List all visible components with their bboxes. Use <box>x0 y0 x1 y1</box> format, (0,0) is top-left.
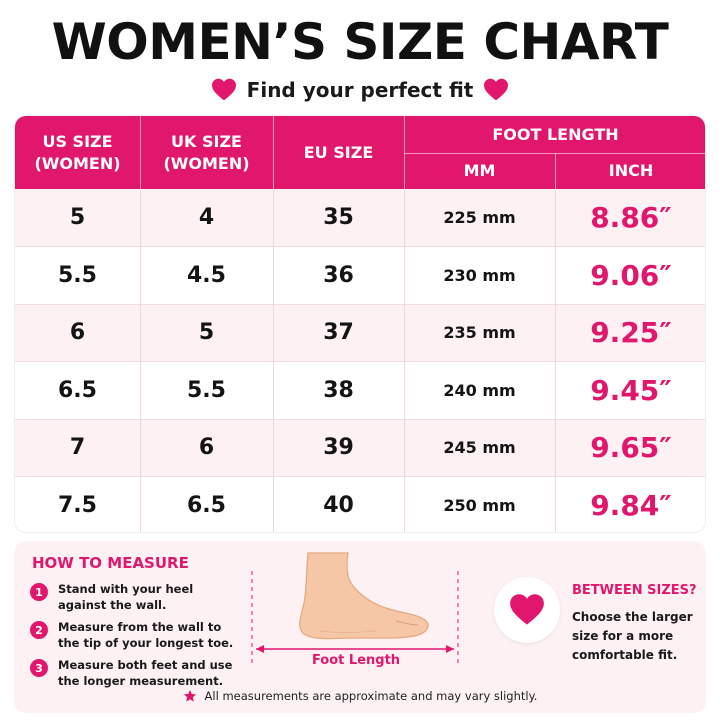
heart-icon <box>510 594 544 625</box>
cell-mm: 250 mm <box>443 495 516 515</box>
header-uk-line1: UK SIZE <box>171 131 242 151</box>
column-divider <box>555 189 556 532</box>
row-divider <box>15 246 705 247</box>
cell-us: 7.5 <box>58 492 97 518</box>
table-header: US SIZE (WOMEN) UK SIZE (WOMEN) EU SIZE FO… <box>15 116 705 189</box>
cell-inch: 9.84″ <box>590 488 672 522</box>
header-divider <box>404 116 405 189</box>
footnote: All measurements are approximate and may… <box>14 689 706 703</box>
cell-eu: 35 <box>323 205 354 231</box>
measure-step: 3 Measure both feet and use the longer m… <box>30 657 240 689</box>
header-divider <box>404 153 705 154</box>
step-number-badge: 1 <box>30 583 48 601</box>
table-row: 7 6 39 245 mm 9.65″ <box>15 419 705 477</box>
cell-eu: 40 <box>323 492 354 518</box>
cell-eu: 38 <box>323 377 354 403</box>
cell-us: 5.5 <box>58 262 97 288</box>
cell-mm: 225 mm <box>443 208 516 228</box>
cell-inch: 9.06″ <box>590 258 672 292</box>
header-us-size: US SIZE (WOMEN) <box>15 116 140 189</box>
cell-inch: 8.86″ <box>590 201 672 235</box>
step-number-badge: 3 <box>30 659 48 677</box>
header-mm: MM <box>463 161 496 180</box>
header-uk-size: UK SIZE (WOMEN) <box>140 116 273 189</box>
header-uk-line2: (WOMEN) <box>163 153 250 173</box>
header-eu-size: EU SIZE <box>303 142 374 162</box>
header-us-line2: (WOMEN) <box>34 153 121 173</box>
cell-us: 6 <box>69 320 86 346</box>
star-icon <box>183 689 196 702</box>
cell-mm: 245 mm <box>443 438 516 458</box>
cell-inch: 9.65″ <box>590 431 672 465</box>
column-divider <box>140 189 141 532</box>
cell-uk: 4 <box>198 205 215 231</box>
cell-uk: 5 <box>198 320 215 346</box>
foot-icon <box>251 552 459 666</box>
header-foot-length: FOOT LENGTH <box>492 124 619 144</box>
foot-illustration: Foot Length <box>246 541 466 713</box>
cell-uk: 4.5 <box>187 262 226 288</box>
row-divider <box>15 303 705 305</box>
between-sizes-badge <box>494 577 560 643</box>
how-to-measure-title: HOW TO MEASURE <box>32 554 189 572</box>
cell-inch: 9.45″ <box>590 373 672 407</box>
between-sizes-title: BETWEEN SIZES? <box>572 583 697 598</box>
between-sizes-text: Choose the larger size for a more comfor… <box>572 610 693 662</box>
measure-step: 2 Measure from the wall to the tip of yo… <box>30 619 240 651</box>
table-row: 6 5 37 235 mm 9.25″ <box>15 304 705 362</box>
row-divider <box>15 361 705 362</box>
header-divider <box>555 153 556 189</box>
cell-uk: 6.5 <box>187 492 226 518</box>
step-text: Stand with your heel against the wall. <box>58 582 194 612</box>
column-divider <box>404 189 405 532</box>
cell-inch: 9.25″ <box>590 316 672 350</box>
header-us-line1: US SIZE <box>42 131 113 151</box>
step-text: Measure both feet and use the longer mea… <box>58 658 233 688</box>
heart-icon <box>484 78 509 101</box>
cell-uk: 5.5 <box>187 377 226 403</box>
cell-us: 7 <box>69 435 86 461</box>
row-divider <box>15 418 705 420</box>
header-divider <box>273 116 274 189</box>
table-row: 6.5 5.5 38 240 mm 9.45″ <box>15 361 705 419</box>
cell-eu: 36 <box>323 262 354 288</box>
cell-us: 5 <box>69 205 86 231</box>
cell-mm: 230 mm <box>443 265 516 285</box>
table-row: 5.5 4.5 36 230 mm 9.06″ <box>15 246 705 304</box>
cell-eu: 39 <box>323 435 354 461</box>
step-number-badge: 2 <box>30 621 48 639</box>
foot-length-label: Foot Length <box>311 653 401 668</box>
step-text: Measure from the wall to the tip of your… <box>58 620 234 650</box>
header-divider <box>140 116 141 189</box>
size-table: US SIZE (WOMEN) UK SIZE (WOMEN) EU SIZE FO… <box>14 115 706 533</box>
subtitle-row: Find your perfect fit <box>0 74 720 106</box>
cell-mm: 240 mm <box>443 380 516 400</box>
page-subtitle: Find your perfect fit <box>246 78 474 102</box>
row-divider <box>15 476 705 477</box>
heart-icon <box>211 78 236 101</box>
measure-step: 1 Stand with your heel against the wall. <box>30 581 240 613</box>
cell-mm: 235 mm <box>443 323 516 343</box>
header-inch: INCH <box>608 161 654 180</box>
page-title: WOMEN’S SIZE CHART <box>51 13 669 71</box>
column-divider <box>273 189 274 532</box>
footnote-text: All measurements are approximate and may… <box>204 689 538 703</box>
cell-uk: 6 <box>198 435 215 461</box>
info-panel: HOW TO MEASURE 1 Stand with your heel ag… <box>14 541 706 713</box>
cell-eu: 37 <box>323 320 354 346</box>
table-row: 7.5 6.5 40 250 mm 9.84″ <box>15 476 705 532</box>
table-row: 5 4 35 225 mm 8.86″ <box>15 189 705 247</box>
cell-us: 6.5 <box>58 377 97 403</box>
